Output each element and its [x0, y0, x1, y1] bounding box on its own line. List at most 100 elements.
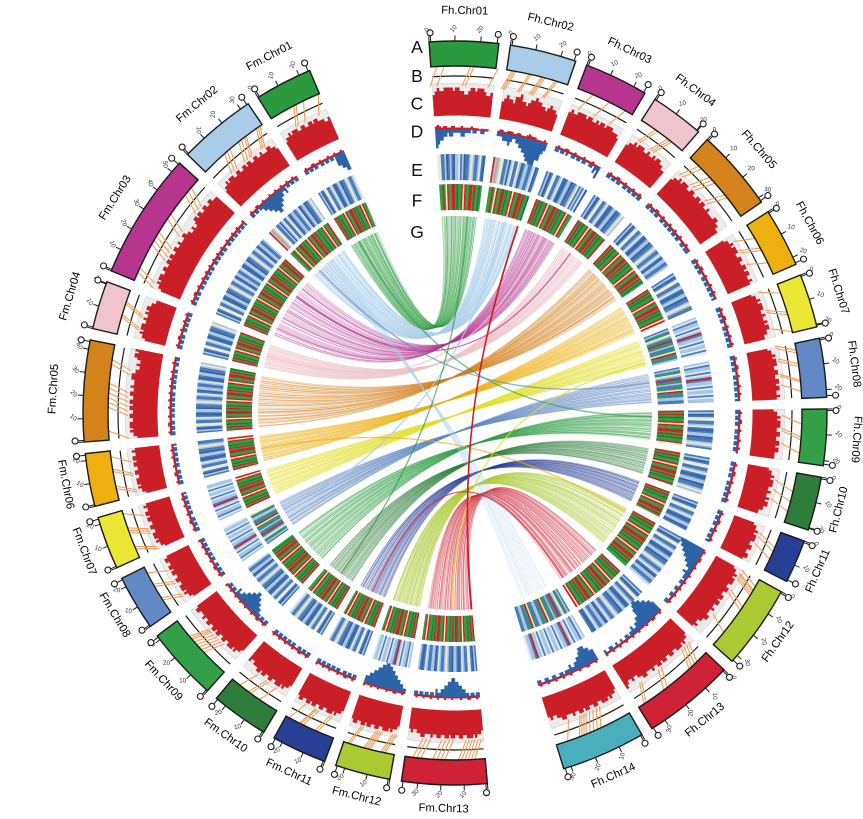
heatmap-segment	[654, 279, 678, 295]
heatmap-segment	[678, 340, 705, 350]
synteny-ribbon-strand	[404, 478, 616, 604]
axis-tick-label: 20	[831, 456, 841, 466]
heatmap-segment	[252, 249, 275, 268]
heatmap-segment	[684, 368, 711, 375]
synteny-ribbon-strand	[289, 380, 650, 520]
heatmap-segment	[316, 574, 334, 597]
heatmap-segment	[404, 641, 412, 668]
heatmap-segment	[667, 506, 693, 520]
heatmap-segment	[649, 347, 675, 357]
heatmap-segment	[527, 602, 539, 627]
heatmap-segment	[657, 430, 684, 435]
heatmap-segment	[351, 208, 365, 233]
heatmap-segment	[340, 621, 354, 647]
heatmap-segment	[634, 247, 656, 266]
chromosome-end-marker	[813, 527, 821, 535]
heatmap-segment	[628, 516, 652, 532]
heatmap-segment	[617, 533, 640, 550]
axis-tick-label: 10	[68, 413, 78, 423]
heatmap-segment	[501, 190, 510, 216]
axis-tick-label: 0	[247, 85, 255, 90]
axis-tick-label: 0	[712, 126, 717, 133]
heatmap-segment	[625, 521, 649, 537]
heatmap-segment	[198, 442, 225, 448]
heatmap-segment	[556, 214, 571, 238]
chromosome-end-marker	[587, 53, 596, 61]
heatmap-segment	[303, 239, 323, 261]
heatmap-segment	[491, 157, 498, 184]
synteny-ribbon-strand	[465, 488, 593, 610]
heatmap-segment	[304, 201, 321, 224]
heatmap-segment	[537, 203, 550, 229]
heatmap-segment	[628, 567, 650, 587]
synteny-ribbon-strand	[408, 477, 619, 605]
heatmap-segment	[590, 202, 608, 225]
heatmap-segment	[657, 398, 684, 402]
heatmap-segment	[511, 161, 521, 188]
heatmap-segment	[609, 586, 629, 608]
heatmap-segment	[335, 619, 350, 644]
heatmap-segment	[642, 488, 668, 500]
heatmap-segment	[240, 484, 266, 496]
synteny-ribbon-strand	[362, 216, 460, 329]
heatmap-segment	[353, 206, 367, 231]
heatmap-segment	[245, 495, 270, 507]
heatmap-segment	[552, 212, 567, 236]
heatmap-segment	[585, 198, 602, 222]
heatmap-segment	[422, 644, 428, 671]
chromosome-end-marker	[710, 130, 719, 138]
heatmap-segment	[200, 365, 227, 372]
heatmap-segment	[640, 494, 665, 507]
heatmap-segment	[678, 339, 704, 349]
heatmap-segment	[227, 384, 254, 390]
heatmap-segment	[268, 279, 291, 296]
heatmap-segment	[518, 605, 529, 631]
heatmap-segment	[309, 569, 327, 591]
heatmap-segment	[283, 547, 304, 566]
heatmap-segment	[277, 222, 297, 243]
heatmap-segment	[665, 301, 690, 315]
chromosome-end-marker	[799, 255, 808, 263]
heatmap-segment	[619, 530, 642, 548]
track-c-histogram	[124, 82, 786, 744]
heatmap-segment	[276, 267, 299, 286]
heatmap-segment	[539, 597, 552, 622]
heatmap-segment	[271, 577, 292, 598]
heatmap-segment	[654, 371, 681, 378]
heatmap-segment	[277, 582, 297, 604]
heatmap-segment	[677, 337, 704, 347]
heatmap-segment	[634, 307, 659, 321]
heatmap-segment	[329, 583, 346, 606]
heatmap-segment	[500, 189, 509, 216]
axis-tick-label: 0	[587, 49, 594, 57]
synteny-ribbon-strand	[271, 349, 642, 486]
chromosome-end-marker	[825, 334, 833, 342]
axis-tick-label: 10	[711, 693, 718, 701]
heatmap-segment	[682, 461, 709, 469]
heatmap-segment	[411, 612, 419, 639]
heatmap-segment	[273, 578, 293, 599]
chromosome-end-marker	[791, 580, 800, 588]
heatmap-segment	[463, 154, 466, 181]
heatmap-segment	[255, 561, 277, 580]
synteny-ribbon-strand	[378, 461, 638, 595]
heatmap-segment	[457, 645, 460, 672]
heatmap-segment	[585, 567, 604, 589]
heatmap-segment	[407, 611, 415, 638]
heatmap-segment	[198, 444, 225, 450]
heatmap-segment	[638, 314, 663, 327]
heatmap-segment	[440, 615, 444, 642]
synteny-ribbon-strand	[340, 447, 647, 574]
synteny-ribbon-strand	[293, 237, 546, 350]
heatmap-segment	[226, 415, 253, 418]
heatmap-segment	[685, 375, 712, 381]
heatmap-segment	[657, 401, 684, 405]
heatmap-segment	[656, 434, 683, 440]
chromosome-arc	[97, 509, 141, 569]
heatmap-segment	[683, 362, 710, 370]
synteny-ribbon-strand	[260, 324, 632, 444]
heatmap-segment	[275, 538, 297, 556]
heatmap-segment	[606, 547, 627, 567]
heatmap-segment	[237, 477, 263, 487]
synteny-ribbon-strand	[266, 365, 647, 471]
